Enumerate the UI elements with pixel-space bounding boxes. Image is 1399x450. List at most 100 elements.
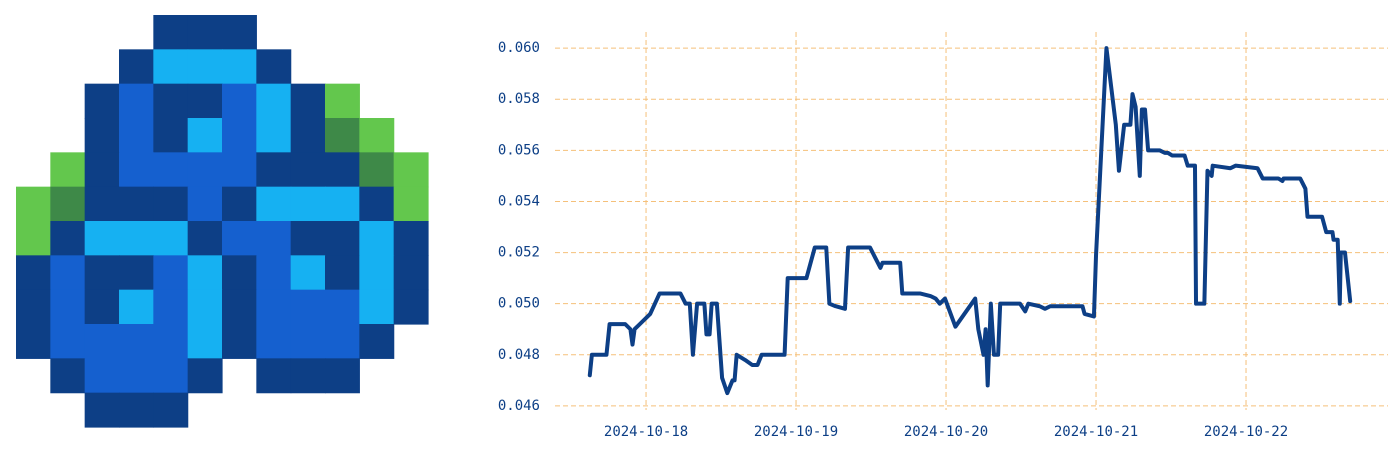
pixel	[16, 289, 51, 325]
pixel	[290, 255, 326, 291]
pixel	[256, 186, 292, 222]
pixel	[222, 324, 257, 359]
pixel	[325, 289, 360, 325]
pixel	[153, 221, 189, 256]
pixel	[50, 221, 86, 256]
pixel	[119, 289, 154, 325]
pixel	[187, 289, 223, 325]
pixel	[119, 152, 154, 188]
pixel	[222, 221, 257, 256]
pixel	[187, 324, 223, 359]
pixel	[290, 324, 326, 359]
pixel	[119, 118, 154, 153]
pixel	[222, 15, 257, 50]
y-tick-label: 0.052	[498, 245, 540, 261]
pixel	[256, 358, 292, 394]
pixel	[84, 255, 120, 291]
pixel	[256, 118, 292, 153]
pixel	[84, 289, 120, 325]
chart: 0.046 0.048 0.050 0.052 0.054 0.056 0.058 0.060…	[498, 32, 1388, 440]
pixel	[16, 221, 51, 256]
pixel	[290, 289, 326, 325]
pixel	[359, 221, 395, 256]
x-tick-label: 2024-10-19	[754, 424, 838, 440]
pixel	[393, 255, 429, 291]
pixel	[222, 49, 257, 85]
pixel	[187, 255, 223, 291]
x-tick-label: 2024-10-22	[1204, 424, 1288, 440]
pixel	[187, 15, 223, 50]
pixel	[153, 289, 189, 325]
pixel	[119, 186, 154, 222]
pixel	[256, 49, 292, 85]
pixel	[153, 392, 189, 428]
pixel	[84, 324, 120, 359]
pixel	[290, 221, 326, 256]
pixel	[325, 152, 360, 188]
pixel	[84, 152, 120, 188]
pixel	[359, 289, 395, 325]
pixel	[50, 289, 86, 325]
pixel	[84, 392, 120, 428]
pixel	[153, 15, 189, 50]
pixel	[325, 358, 360, 394]
pixel	[393, 186, 429, 222]
pixel	[325, 118, 360, 153]
pixel	[50, 358, 86, 394]
pixel	[325, 255, 360, 291]
x-tick-label: 2024-10-20	[904, 424, 988, 440]
pixel	[359, 152, 395, 188]
pixel	[153, 324, 189, 359]
pixel	[325, 186, 360, 222]
pixel	[16, 324, 51, 359]
pixel	[393, 152, 429, 188]
pixel	[119, 221, 154, 256]
pixel	[325, 221, 360, 256]
pixel	[187, 118, 223, 153]
pixel	[187, 221, 223, 256]
pixel	[84, 221, 120, 256]
pixel	[359, 255, 395, 291]
pixel	[50, 324, 86, 359]
pixel	[153, 49, 189, 85]
pixel	[256, 289, 292, 325]
pixel	[187, 49, 223, 85]
x-tick-label: 2024-10-18	[604, 424, 688, 440]
pixel	[119, 255, 154, 291]
y-tick-label: 0.060	[498, 40, 540, 56]
pixel	[222, 255, 257, 291]
pixel	[222, 118, 257, 153]
pixel	[153, 186, 189, 222]
pixel	[256, 152, 292, 188]
y-tick-label: 0.054	[498, 193, 540, 209]
pixel	[84, 118, 120, 153]
pixel	[187, 152, 223, 188]
pixel	[119, 83, 154, 119]
pixel	[84, 83, 120, 119]
pixel	[50, 152, 86, 188]
pixel	[359, 186, 395, 222]
pixel	[153, 83, 189, 119]
pixel	[153, 358, 189, 394]
pixel	[325, 83, 360, 119]
y-tick-label: 0.056	[498, 142, 540, 158]
y-tick-label: 0.048	[498, 347, 540, 363]
y-tick-label: 0.050	[498, 296, 540, 312]
pixel	[222, 152, 257, 188]
pixel	[153, 118, 189, 153]
pixel	[187, 358, 223, 394]
x-tick-label: 2024-10-21	[1054, 424, 1138, 440]
pixel	[222, 83, 257, 119]
pixel	[119, 392, 154, 428]
pixel-icon	[16, 15, 429, 428]
pixel	[359, 324, 395, 359]
pixel	[256, 255, 292, 291]
pixel	[256, 324, 292, 359]
pixel	[393, 221, 429, 256]
pixel	[222, 289, 257, 325]
pixel	[153, 255, 189, 291]
pixel	[16, 186, 51, 222]
pixel	[290, 152, 326, 188]
pixel	[187, 83, 223, 119]
pixel	[119, 324, 154, 359]
